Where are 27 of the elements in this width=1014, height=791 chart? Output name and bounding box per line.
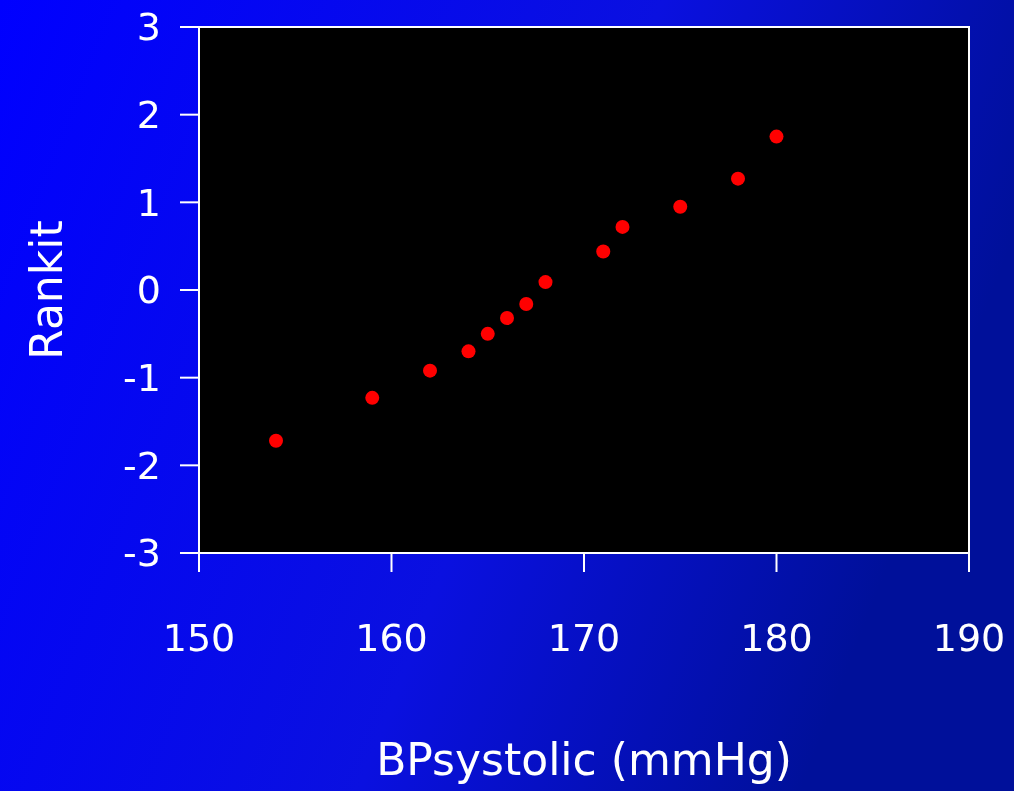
x-axis-title: BPsystolic (mmHg) bbox=[376, 734, 792, 785]
point bbox=[423, 363, 437, 378]
point bbox=[596, 244, 611, 259]
point bbox=[538, 275, 553, 290]
y-tick-label: 2 bbox=[136, 92, 161, 137]
y-tick-label: -2 bbox=[123, 443, 161, 488]
y-tick-label: -3 bbox=[123, 531, 161, 576]
x-tick-label: 160 bbox=[355, 616, 428, 660]
point bbox=[615, 219, 630, 234]
x-tick-label: 170 bbox=[547, 616, 621, 660]
x-tick-label: 190 bbox=[932, 616, 1006, 660]
point bbox=[519, 297, 534, 312]
point bbox=[731, 171, 745, 186]
point bbox=[500, 311, 514, 326]
point bbox=[769, 129, 784, 144]
point bbox=[461, 344, 476, 359]
x-tick-label: 150 bbox=[162, 616, 236, 660]
point bbox=[269, 433, 283, 448]
point bbox=[480, 326, 495, 341]
x-tick-label: 180 bbox=[740, 616, 813, 660]
y-tick-label: 3 bbox=[136, 5, 161, 50]
point bbox=[673, 199, 688, 214]
y-tick-label: -1 bbox=[123, 355, 161, 400]
y-axis-title: Rankit bbox=[21, 220, 72, 360]
y-tick-label: 1 bbox=[136, 180, 161, 225]
y-tick-label: 0 bbox=[136, 268, 161, 313]
point bbox=[365, 390, 380, 405]
